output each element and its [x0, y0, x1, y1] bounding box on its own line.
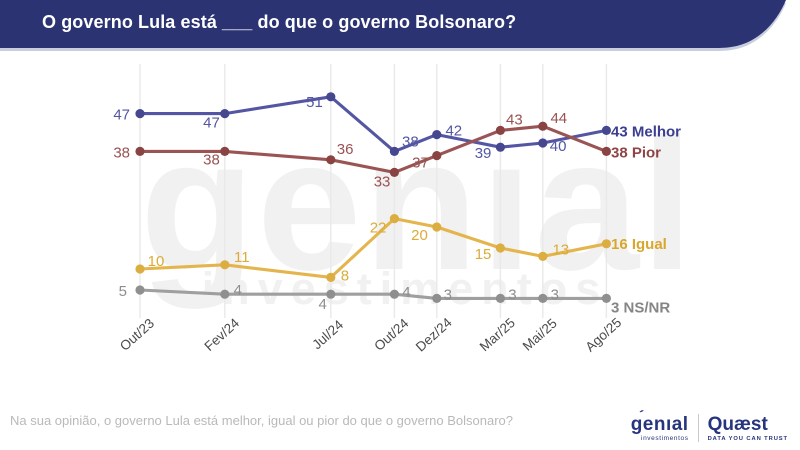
data-point-Pior-Dez/24: [432, 151, 442, 161]
data-point-Melhor-Fev/24: [220, 109, 230, 119]
data-point-Pior-Out/23: [135, 146, 145, 156]
quaest-logo: Quæst DATA YOU CAN TRUST: [708, 415, 788, 442]
data-point-Pior-Mai/25: [538, 121, 548, 131]
value-label-Melhor-Out/23: 47: [113, 107, 130, 124]
banner-shape: [0, 0, 786, 48]
value-label-Igual-Mai/25: 13: [552, 241, 569, 258]
quaest-logo-word: Quæst: [707, 413, 768, 435]
data-point-Pior-Ago/25: [601, 146, 612, 156]
value-label-Igual-Out/23: 10: [148, 253, 165, 270]
data-point-Melhor-Ago/25: [601, 125, 612, 135]
value-label-Melhor-Mai/25: 40: [550, 138, 567, 155]
value-label-Igual-Dez/24: 20: [411, 227, 428, 244]
data-point-Melhor-Jul/24: [326, 92, 336, 102]
value-label-NS/NR-Mar/25: 3: [508, 286, 516, 303]
value-label-Igual-Fev/24: 11: [234, 249, 250, 266]
value-label-NS/NR-Out/23: 5: [119, 283, 127, 300]
data-point-Igual-Dez/24: [432, 222, 442, 232]
value-label-Pior-Jul/24: 36: [337, 141, 354, 158]
series-line-Pior: [138, 124, 608, 174]
data-point-Pior-Fev/24: [220, 146, 230, 156]
data-point-Igual-Fev/24: [220, 260, 230, 270]
data-point-NS/NR-Mai/25: [538, 293, 548, 303]
value-label-Melhor-Out/24: 38: [402, 133, 419, 150]
series-line-Igual: [138, 217, 608, 279]
x-axis-label-Out/24: Out/24: [371, 315, 412, 354]
series-line-NS/NR: [138, 288, 608, 300]
value-label-Melhor-Fev/24: 47: [203, 115, 220, 132]
x-axis-label-Mai/25: Mai/25: [520, 316, 560, 354]
data-point-NS/NR-Out/23: [135, 285, 145, 295]
value-label-NS/NR-Jul/24: 4: [318, 296, 326, 313]
data-point-NS/NR-Ago/25: [601, 293, 612, 303]
value-label-Pior-Out/23: 38: [113, 144, 130, 161]
data-point-Melhor-Out/23: [135, 109, 145, 119]
value-label-NS/NR-Dez/24: 3: [444, 286, 452, 303]
end-label-Igual: 16 Igual: [611, 236, 667, 253]
value-label-Igual-Mar/25: 15: [475, 246, 492, 263]
value-label-NS/NR-Mai/25: 3: [551, 286, 559, 303]
data-point-NS/NR-Fev/24: [220, 289, 230, 299]
data-point-Melhor-Mai/25: [538, 138, 548, 148]
value-label-Melhor-Jul/24: 51: [306, 94, 323, 111]
x-axis-label-Mar/25: Mar/25: [477, 315, 518, 354]
value-label-Melhor-Dez/24: 42: [445, 123, 462, 140]
data-point-Pior-Jul/24: [326, 155, 336, 165]
series-line-Melhor: [138, 95, 608, 153]
data-point-Igual-Mar/25: [495, 243, 505, 253]
value-label-Igual-Jul/24: 8: [341, 267, 349, 284]
data-point-Igual-Out/24: [389, 214, 399, 224]
value-label-Melhor-Mar/25: 39: [475, 145, 492, 162]
data-point-Igual-Out/23: [135, 264, 145, 274]
end-label-NS/NR: 3 NS/NR: [611, 299, 670, 316]
value-label-NS/NR-Fev/24: 4: [234, 282, 242, 299]
data-point-Igual-Jul/24: [326, 272, 336, 282]
x-axis-label-Dez/24: Dez/24: [413, 314, 455, 354]
data-point-Igual-Ago/25: [601, 239, 612, 249]
survey-question-note: Na sua opinião, o governo Lula está melh…: [10, 413, 514, 428]
logo-divider: [697, 414, 699, 442]
value-label-Pior-Out/24: 33: [374, 173, 391, 190]
genial-logo-word: genıal: [630, 413, 689, 435]
value-label-Pior-Dez/24: 37: [412, 155, 429, 172]
x-axis-label-Fev/24: Fev/24: [201, 315, 242, 354]
end-label-Melhor: 43 Melhor: [611, 123, 681, 140]
data-point-NS/NR-Jul/24: [326, 289, 336, 299]
data-point-NS/NR-Out/24: [389, 289, 399, 299]
data-point-Melhor-Dez/24: [432, 130, 442, 140]
data-point-Melhor-Mar/25: [495, 142, 505, 152]
genial-logo-subtitle: investimentos: [641, 434, 689, 442]
data-point-Pior-Out/24: [389, 167, 399, 177]
data-point-NS/NR-Dez/24: [432, 293, 442, 303]
genial-logo: ´ genıal investimentos: [630, 407, 689, 442]
x-axis-label-Out/23: Out/23: [117, 316, 157, 354]
value-label-NS/NR-Out/24: 4: [402, 284, 410, 301]
x-axis-label-Jul/24: Jul/24: [309, 317, 346, 353]
page-title: O governo Lula está ___ do que o governo…: [42, 12, 517, 32]
header-banner: [0, 0, 786, 51]
data-point-Pior-Mar/25: [495, 125, 505, 135]
quaest-logo-tagline: DATA YOU CAN TRUST: [707, 435, 788, 442]
logo-area: ´ genıal investimentos Quæst DATA YOU CA…: [630, 407, 788, 442]
x-axis-label-Ago/25: Ago/25: [582, 315, 624, 355]
value-label-Pior-Mar/25: 43: [506, 111, 523, 128]
end-label-Pior: 38 Pior: [611, 144, 661, 161]
value-label-Pior-Fev/24: 38: [203, 151, 220, 168]
data-point-NS/NR-Mar/25: [495, 293, 505, 303]
data-point-Igual-Mai/25: [538, 251, 548, 261]
data-point-Melhor-Out/24: [389, 146, 399, 156]
value-label-Igual-Out/24: 22: [370, 220, 387, 237]
value-label-Pior-Mai/25: 44: [550, 110, 567, 127]
